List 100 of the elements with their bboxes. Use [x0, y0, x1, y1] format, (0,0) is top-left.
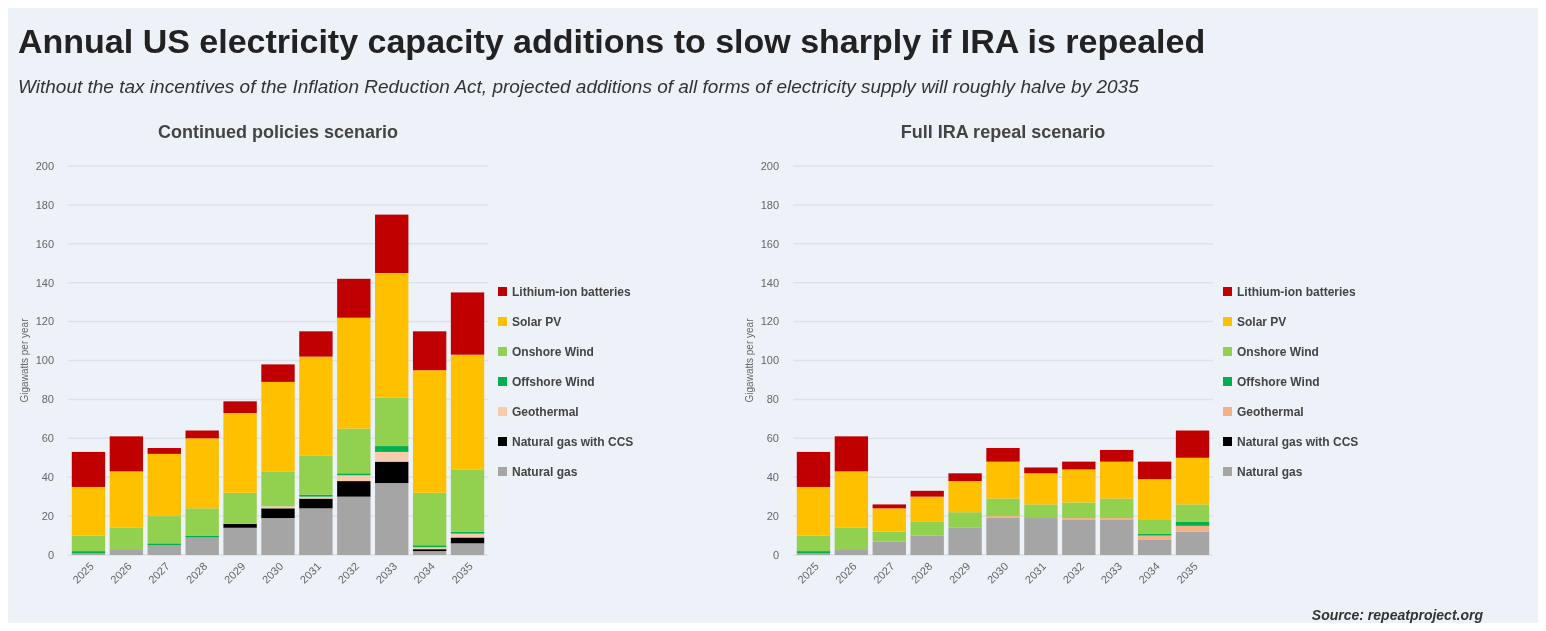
y-tick-label: 100 — [35, 354, 54, 367]
legend-label: Offshore Wind — [512, 375, 595, 390]
y-tick-label: 140 — [760, 276, 779, 289]
bar — [337, 481, 371, 497]
bar — [450, 543, 485, 555]
bar — [986, 498, 1020, 517]
bar — [185, 508, 219, 536]
y-tick-label: 60 — [766, 432, 779, 445]
bar — [109, 436, 144, 472]
bar — [185, 537, 219, 555]
bar — [147, 545, 181, 555]
bar — [1175, 504, 1210, 522]
bar — [299, 331, 333, 357]
legend-label: Lithium-ion batteries — [512, 285, 631, 300]
y-tick-label: 20 — [41, 509, 54, 522]
bar — [450, 354, 485, 470]
bar — [1100, 519, 1134, 555]
bar — [1175, 531, 1210, 555]
bar — [1137, 519, 1172, 534]
bar — [337, 496, 371, 555]
bar — [223, 527, 257, 555]
bar — [375, 483, 409, 555]
legend-label: Lithium-ion batteries — [1237, 285, 1356, 300]
bar — [223, 401, 257, 414]
y-tick-label: 200 — [35, 159, 54, 172]
legend-label: Natural gas — [1237, 465, 1303, 480]
y-tick-label: 80 — [41, 393, 54, 406]
bar — [1137, 461, 1172, 480]
bar — [450, 292, 485, 355]
legend-label: Natural gas with CCS — [512, 435, 634, 450]
legend-label: Geothermal — [512, 405, 579, 420]
bar — [261, 508, 295, 519]
bar — [872, 531, 906, 542]
bar — [1100, 449, 1134, 462]
bar — [109, 527, 144, 550]
bar — [299, 356, 333, 456]
bar — [796, 486, 831, 536]
bar — [948, 473, 982, 482]
bar — [109, 549, 144, 555]
bar — [450, 537, 485, 544]
bar — [1100, 498, 1134, 519]
y-tick-label: 200 — [760, 159, 779, 172]
bar — [261, 518, 295, 555]
bar — [910, 490, 944, 497]
bar — [1100, 461, 1134, 499]
bar — [834, 549, 869, 555]
bar — [375, 397, 409, 447]
bar — [1175, 521, 1210, 526]
bar — [412, 370, 447, 493]
legend-label: Onshore Wind — [1237, 345, 1319, 360]
bar — [796, 451, 831, 487]
bar — [223, 523, 257, 528]
bar — [337, 278, 371, 318]
bar — [1024, 467, 1058, 474]
legend-label: Natural gas with CCS — [1237, 435, 1359, 450]
y-tick-label: 180 — [760, 198, 779, 211]
bar — [1062, 502, 1096, 519]
bar — [375, 451, 409, 462]
bar — [109, 471, 144, 528]
chart-title: Full IRA repeal scenario — [900, 122, 1106, 142]
source-note: Source: repeatproject.org — [1311, 607, 1484, 623]
bar — [948, 527, 982, 555]
legend-label: Onshore Wind — [512, 345, 594, 360]
y-tick-label: 160 — [760, 237, 779, 250]
bar — [71, 535, 106, 552]
y-tick-label: 100 — [760, 354, 779, 367]
bar — [834, 527, 869, 550]
bar — [337, 475, 371, 482]
y-tick-label: 20 — [766, 509, 779, 522]
bar — [834, 471, 869, 528]
bar — [1175, 525, 1210, 532]
bar — [299, 455, 333, 495]
bar — [412, 331, 447, 371]
bar — [375, 272, 409, 398]
bar — [910, 496, 944, 522]
bar — [1024, 518, 1058, 555]
y-tick-label: 160 — [35, 237, 54, 250]
bar — [71, 486, 106, 536]
y-tick-label: 120 — [35, 315, 54, 328]
bar — [1137, 539, 1172, 555]
bar — [299, 498, 333, 509]
bar — [910, 521, 944, 536]
legend-label: Natural gas — [512, 465, 578, 480]
bar — [337, 428, 371, 474]
bar — [1024, 473, 1058, 505]
y-tick-label: 180 — [35, 198, 54, 211]
bar — [796, 535, 831, 552]
text: Without the tax incentives of the Inflation Reduction Act, projected additions of all forms of electricity supply will roughly halve by 2035 — [18, 76, 1140, 97]
legend-label: Offshore Wind — [1237, 375, 1320, 390]
y-tick-label: 120 — [760, 315, 779, 328]
bar — [872, 508, 906, 532]
bar — [375, 446, 409, 452]
bar — [1062, 519, 1096, 555]
bar — [910, 535, 944, 555]
bar — [450, 469, 485, 532]
chart-title: Continued policies scenario — [157, 122, 399, 142]
bar — [948, 481, 982, 513]
bar — [1175, 430, 1210, 458]
bar — [986, 448, 1020, 462]
bar — [223, 413, 257, 493]
